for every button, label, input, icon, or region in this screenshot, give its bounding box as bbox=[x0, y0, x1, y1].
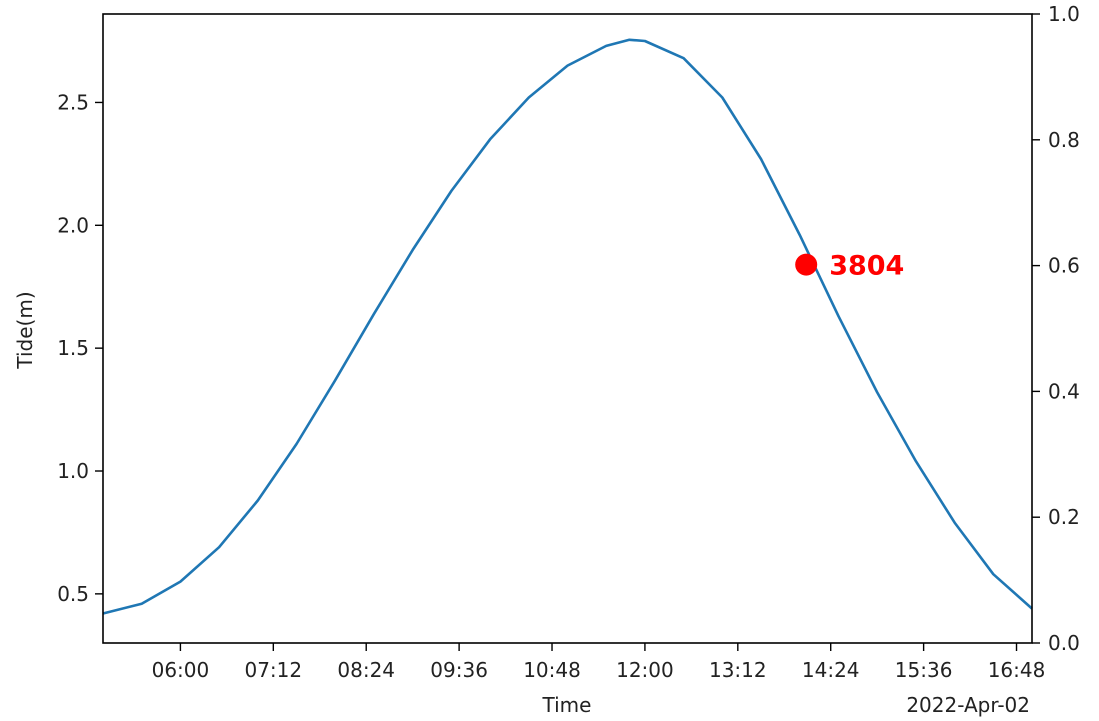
y2-tick-label: 0.2 bbox=[1048, 505, 1080, 529]
y2-tick-label: 0.0 bbox=[1048, 631, 1080, 655]
labels: Time 2022-Apr-02 Tide(m) bbox=[13, 291, 1030, 717]
x-tick-label: 15:36 bbox=[895, 658, 953, 682]
x-axis-label: Time bbox=[542, 693, 592, 717]
y2-tick-label: 0.4 bbox=[1048, 379, 1080, 403]
y-tick-label: 2.0 bbox=[57, 213, 89, 237]
y-tick-label: 1.5 bbox=[57, 336, 89, 360]
y-tick-label: 1.0 bbox=[57, 459, 89, 483]
x-tick-label: 14:24 bbox=[802, 658, 860, 682]
y2-tick-label: 0.6 bbox=[1048, 254, 1080, 278]
plot-frame bbox=[102, 13, 1033, 644]
y2-tick-label: 1.0 bbox=[1048, 2, 1080, 26]
axes: 06:00 07:12 08:24 09:36 10:48 12:00 13:12 14:24… bbox=[57, 2, 1080, 682]
date-label: 2022-Apr-02 bbox=[906, 693, 1030, 717]
y2-tick-label: 0.8 bbox=[1048, 128, 1080, 152]
x-tick-label: 09:36 bbox=[430, 658, 488, 682]
y-axis-label: Tide(m) bbox=[13, 291, 37, 369]
plot-area: 3804 bbox=[102, 38, 1033, 615]
x-tick-label: 07:12 bbox=[244, 658, 302, 682]
tide-series-line bbox=[102, 38, 1033, 615]
station-label: 3804 bbox=[829, 251, 904, 282]
station-marker bbox=[795, 253, 818, 276]
x-tick-label: 16:48 bbox=[988, 658, 1046, 682]
x-tick-label: 06:00 bbox=[152, 658, 210, 682]
y-tick-label: 0.5 bbox=[57, 582, 89, 606]
x-tick-label: 10:48 bbox=[523, 658, 581, 682]
x-tick-label: 12:00 bbox=[616, 658, 674, 682]
x-tick-label: 13:12 bbox=[709, 658, 767, 682]
x-tick-label: 08:24 bbox=[337, 658, 395, 682]
y-tick-label: 2.5 bbox=[57, 90, 89, 114]
